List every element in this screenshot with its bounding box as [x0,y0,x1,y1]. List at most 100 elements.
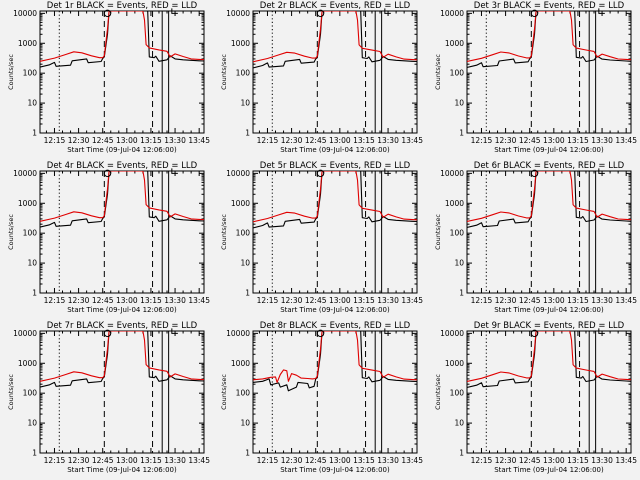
annotation-bracket [598,8,605,14]
plot-frame [252,330,418,454]
x-tick-label: 13:30 [164,456,186,465]
annotation-circle [530,9,539,18]
y-tick-label: 10000 [440,9,464,18]
x-tick-label: 13:00 [543,136,565,145]
y-tick-label: 1 [32,449,37,458]
x-tick-label: 13:45 [615,296,637,305]
x-tick-label: 13:45 [401,296,423,305]
x-tick-label: 12:15 [257,456,279,465]
x-tick-label: 13:30 [591,136,613,145]
panel-title: Det 3r BLACK = Events, RED = LLD [474,1,625,11]
y-tick-label: 1000 [18,359,37,368]
x-tick-label: 12:30 [495,456,517,465]
x-tick-label: 12:45 [305,456,327,465]
x-axis-label: Start Time (09-Jul-04 12:06:00) [67,306,177,314]
x-tick-label: 13:45 [401,136,423,145]
x-axis-label: Start Time (09-Jul-04 12:06:00) [494,306,604,314]
x-tick-label: 13:30 [377,296,399,305]
y-tick-label: 10 [240,99,250,108]
x-tick-label: 13:15 [353,456,375,465]
annotation-circle [530,329,539,338]
y-tick-label: 100 [450,389,465,398]
x-tick-label: 13:00 [329,456,351,465]
x-axis-label: Start Time (09-Jul-04 12:06:00) [280,146,390,154]
series-line-lld [253,171,417,223]
x-tick-label: 13:45 [188,136,210,145]
detector-panel: Det 7r BLACK = Events, RED = LLD 1 10 100 10… [7,321,210,474]
plot-frame [39,330,205,454]
y-tick-label: 10000 [13,329,37,338]
x-tick-label: 12:45 [92,456,114,465]
x-tick-label: 13:15 [140,456,162,465]
y-tick-label: 1000 [445,39,464,48]
annotation-bracket [171,8,178,14]
series-line-events [467,11,631,69]
series-line-lld [253,11,417,63]
x-axis-label: Start Time (09-Jul-04 12:06:00) [280,306,390,314]
x-tick-label: 13:45 [188,296,210,305]
x-tick-label: 12:15 [44,296,66,305]
y-tick-label: 10 [27,419,37,428]
x-tick-label: 12:45 [305,136,327,145]
x-tick-label: 13:00 [543,456,565,465]
annotation-circle [103,9,112,18]
series-line-lld [467,331,631,383]
y-tick-label: 10 [27,99,37,108]
x-tick-label: 13:15 [567,456,589,465]
annotation-bracket [384,8,391,14]
annotation-bracket [598,328,605,334]
y-tick-label: 1000 [231,359,250,368]
plot-frame [466,170,632,294]
panel-title: Det 2r BLACK = Events, RED = LLD [260,1,411,11]
x-axis-label: Start Time (09-Jul-04 12:06:00) [67,466,177,474]
x-tick-label: 12:45 [305,296,327,305]
panel-title: Det 8r BLACK = Events, RED = LLD [260,321,411,331]
x-tick-label: 13:15 [140,296,162,305]
x-tick-label: 12:30 [68,136,90,145]
detector-panel: Det 8r BLACK = Events, RED = LLD 1 10 100 10… [220,321,423,474]
plot-frame [39,170,205,294]
detector-panel: Det 1r BLACK = Events, RED = LLD 1 10 100 10… [7,1,210,154]
y-axis-label: Counts/sec [434,374,442,410]
x-tick-label: 13:15 [140,136,162,145]
x-tick-label: 12:30 [281,296,303,305]
y-tick-label: 1 [459,129,464,138]
x-tick-label: 12:30 [281,136,303,145]
series-line-events [40,11,204,68]
x-tick-label: 12:15 [257,296,279,305]
series-line-events [253,171,417,229]
series-line-events [467,331,631,389]
y-tick-label: 10000 [13,169,37,178]
panel-title: Det 4r BLACK = Events, RED = LLD [47,161,198,171]
x-tick-label: 13:30 [164,296,186,305]
plot-frame [466,330,632,454]
y-tick-label: 100 [236,69,251,78]
series-line-events [467,171,631,229]
y-axis-label: Counts/sec [7,374,15,410]
x-tick-label: 12:30 [68,456,90,465]
y-axis-label: Counts/sec [220,54,228,90]
y-axis-label: Counts/sec [220,214,228,250]
x-tick-label: 13:30 [377,456,399,465]
y-tick-label: 100 [450,229,465,238]
annotation-circle [530,169,539,178]
y-tick-label: 100 [236,229,251,238]
x-tick-label: 12:45 [519,296,541,305]
y-tick-label: 10000 [226,169,250,178]
x-tick-label: 12:15 [257,136,279,145]
plot-frame [252,170,418,294]
x-tick-label: 13:30 [377,136,399,145]
plot-frame [252,10,418,134]
y-tick-label: 1 [245,129,250,138]
detector-panel: Det 5r BLACK = Events, RED = LLD 1 10 100 10… [220,161,423,314]
y-axis-label: Counts/sec [434,54,442,90]
y-tick-label: 100 [236,389,251,398]
y-tick-label: 1000 [445,359,464,368]
panel-title: Det 7r BLACK = Events, RED = LLD [47,321,198,331]
plot-frame [39,10,205,134]
x-tick-label: 12:15 [471,296,493,305]
y-tick-label: 1 [32,289,37,298]
series-line-lld [467,11,631,63]
x-axis-label: Start Time (09-Jul-04 12:06:00) [67,146,177,154]
